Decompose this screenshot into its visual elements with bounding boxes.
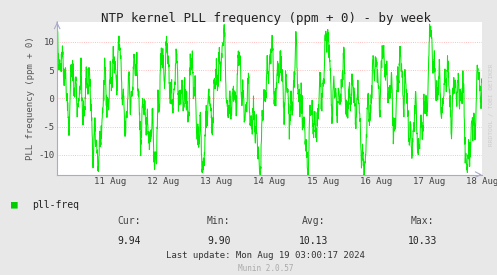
Text: 9.94: 9.94 bbox=[117, 236, 141, 246]
Text: ■: ■ bbox=[11, 200, 18, 210]
Text: pll-freq: pll-freq bbox=[32, 200, 80, 210]
Text: 10.13: 10.13 bbox=[298, 236, 328, 246]
Text: Min:: Min: bbox=[207, 216, 231, 226]
Text: RRDTOOL / TOBI OETIKER: RRDTOOL / TOBI OETIKER bbox=[489, 63, 494, 146]
Text: 9.90: 9.90 bbox=[207, 236, 231, 246]
Text: Max:: Max: bbox=[411, 216, 434, 226]
Y-axis label: PLL frequency (ppm + 0): PLL frequency (ppm + 0) bbox=[26, 37, 35, 160]
Text: NTP kernel PLL frequency (ppm + 0) - by week: NTP kernel PLL frequency (ppm + 0) - by … bbox=[101, 12, 431, 25]
Text: Avg:: Avg: bbox=[301, 216, 325, 226]
Text: Munin 2.0.57: Munin 2.0.57 bbox=[238, 265, 294, 273]
Text: Last update: Mon Aug 19 03:00:17 2024: Last update: Mon Aug 19 03:00:17 2024 bbox=[166, 251, 365, 260]
Text: 10.33: 10.33 bbox=[408, 236, 437, 246]
Text: Cur:: Cur: bbox=[117, 216, 141, 226]
